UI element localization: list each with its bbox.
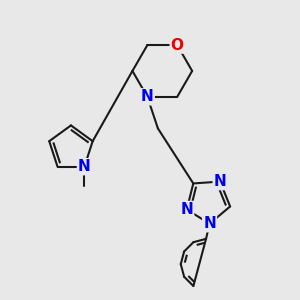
Text: N: N [203, 216, 216, 231]
Text: O: O [171, 38, 184, 52]
Text: N: N [141, 89, 154, 104]
Text: N: N [180, 202, 193, 217]
Text: N: N [78, 159, 91, 174]
Text: N: N [214, 174, 226, 189]
